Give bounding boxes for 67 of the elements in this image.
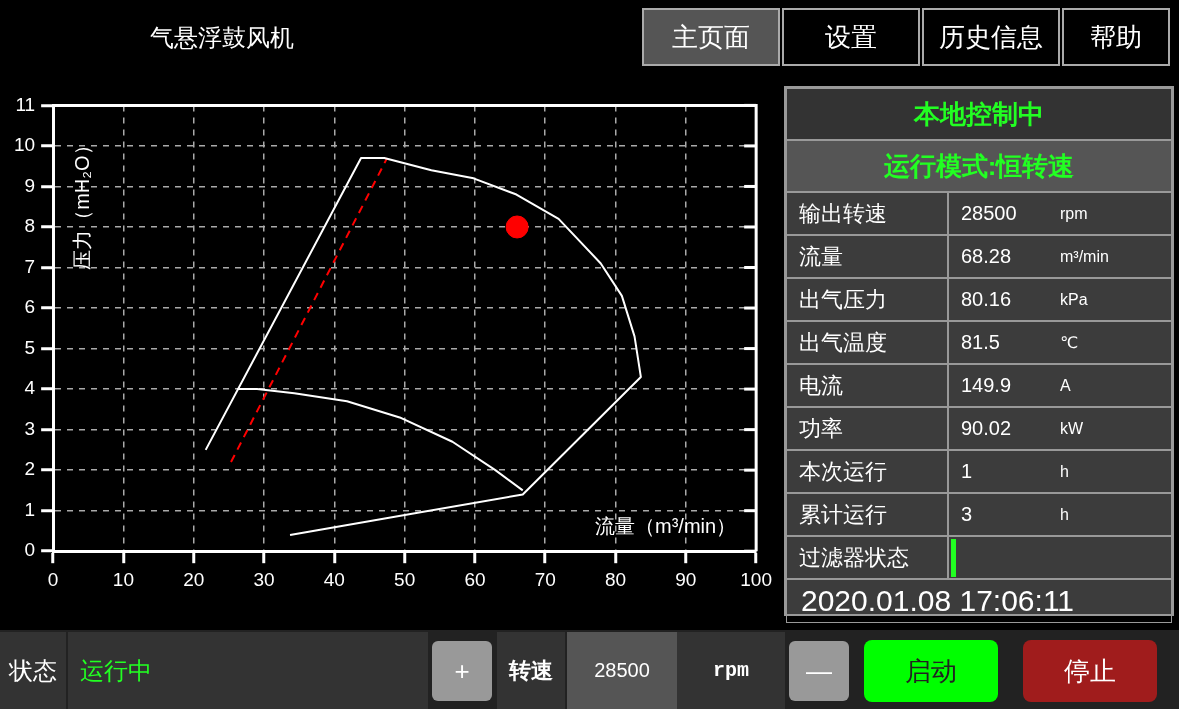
x-tick-label: 100	[740, 568, 772, 590]
text: 历史信息	[922, 8, 1060, 66]
y-tick-label: 1	[24, 498, 36, 520]
text: 流量	[786, 235, 948, 278]
text: 过滤器状态	[786, 536, 948, 579]
y-tick-label: 4	[24, 377, 36, 399]
x-tick-label: 70	[534, 568, 556, 590]
text: 气悬浮鼓风机	[150, 23, 294, 53]
text: kPa	[1048, 278, 1172, 321]
text: A	[1048, 364, 1172, 407]
y-tick-label: 0	[24, 539, 36, 561]
y-tick-label: 5	[24, 336, 36, 358]
text: 输出转速	[786, 192, 948, 235]
text: —	[789, 641, 849, 701]
text: m³/min	[1048, 235, 1172, 278]
x-tick-label: 30	[253, 568, 275, 590]
text: kW	[1048, 407, 1172, 450]
text: 本地控制中	[786, 88, 1172, 140]
text: 1	[948, 450, 1048, 493]
text: 状态	[0, 632, 66, 709]
text: 功率	[786, 407, 948, 450]
text: 帮助	[1062, 8, 1170, 66]
x-tick-label: 80	[604, 568, 627, 590]
x-tick-label: 50	[394, 568, 416, 590]
text: 设置	[782, 8, 920, 66]
y-tick-label: 9	[24, 174, 36, 196]
text: 出气压力	[786, 278, 948, 321]
text: 转速	[497, 632, 565, 709]
y-axis-title: 压力（mH₂O）	[70, 135, 93, 270]
y-tick-label: 11	[15, 93, 36, 115]
y-tick-label: 2	[24, 458, 36, 480]
text: rpm	[1048, 192, 1172, 235]
text: rpm	[677, 632, 785, 709]
text: 运行中	[68, 632, 428, 709]
x-tick-label: 40	[323, 568, 345, 590]
text: 3	[948, 493, 1048, 536]
y-tick-label: 10	[13, 134, 36, 156]
text: h	[1048, 450, 1172, 493]
text: 2020.01.08 17:06:11	[786, 579, 1172, 623]
text: 80.16	[948, 278, 1048, 321]
text: 68.28	[948, 235, 1048, 278]
text: 149.9	[948, 364, 1048, 407]
text: ℃	[1048, 321, 1172, 364]
text: 运行模式:恒转速	[786, 140, 1172, 192]
x-axis-title: 流量（m³/min）	[595, 514, 737, 537]
text: 累计运行	[786, 493, 948, 536]
x-tick-label: 10	[112, 568, 135, 590]
text: 本次运行	[786, 450, 948, 493]
text: 出气温度	[786, 321, 948, 364]
y-tick-label: 6	[24, 296, 36, 318]
text: 28500	[948, 192, 1048, 235]
text: 90.02	[948, 407, 1048, 450]
text: h	[1048, 493, 1172, 536]
y-tick-label: 3	[24, 417, 36, 439]
x-tick-label: 90	[675, 568, 697, 590]
text: 81.5	[948, 321, 1048, 364]
x-tick-label: 0	[47, 568, 59, 590]
y-tick-label: 8	[24, 215, 36, 237]
text: 28500	[567, 632, 677, 709]
text: 启动	[864, 640, 998, 702]
text: 停止	[1023, 640, 1157, 702]
text: 主页面	[642, 8, 780, 66]
x-tick-label: 20	[183, 568, 205, 590]
y-tick-label: 7	[24, 255, 36, 277]
text: 电流	[786, 364, 948, 407]
x-tick-label: 60	[464, 568, 486, 590]
text: +	[432, 641, 492, 701]
